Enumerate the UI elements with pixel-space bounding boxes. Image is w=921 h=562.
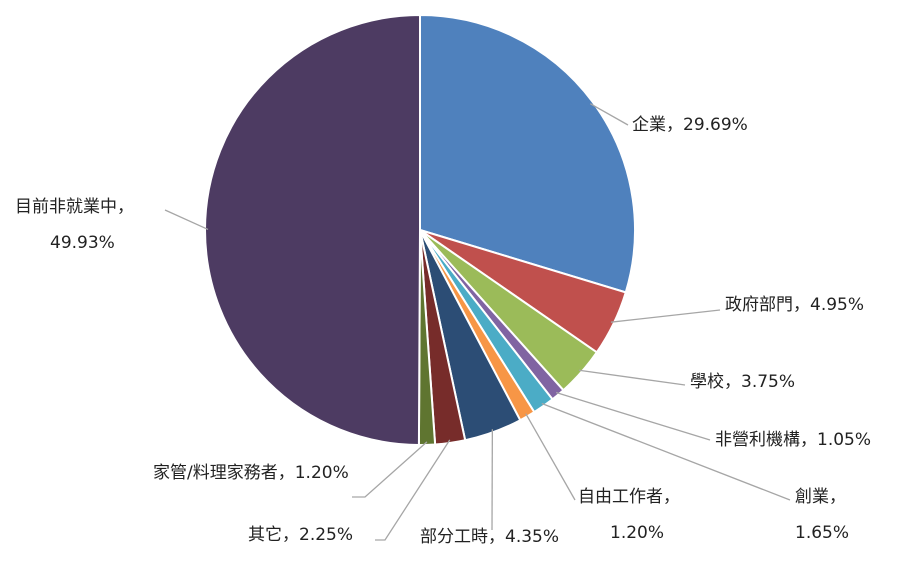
data-label: 家管/料理家務者，1.20% <box>153 463 349 483</box>
label-separator: ， <box>666 115 683 135</box>
category-name: 目前非就業中 <box>15 197 117 217</box>
label-separator: ， <box>793 295 810 315</box>
leader-line <box>526 414 575 500</box>
leader-line <box>352 442 427 497</box>
value-label: 3.75% <box>741 372 795 392</box>
category-name: 政府部門 <box>725 295 793 315</box>
category-name: 非營利機構 <box>715 430 800 450</box>
value-label: 1.05% <box>817 430 871 450</box>
leader-line <box>165 210 208 229</box>
value-label: 29.69% <box>683 115 748 135</box>
data-label: 目前非就業中，49.93% <box>15 197 134 253</box>
label-separator: ， <box>800 430 817 450</box>
label-separator: ， <box>282 525 299 545</box>
value-label: 4.95% <box>810 295 864 315</box>
value-label: 49.93% <box>50 233 115 253</box>
data-label: 其它，2.25% <box>248 525 353 545</box>
label-separator: ， <box>278 463 295 483</box>
data-label: 企業，29.69% <box>632 115 748 135</box>
value-label: 4.35% <box>505 527 559 547</box>
category-name: 創業 <box>795 487 829 507</box>
label-separator: ， <box>488 527 505 547</box>
data-label: 部分工時，4.35% <box>420 527 559 547</box>
leader-line <box>556 393 710 440</box>
label-separator: ， <box>724 372 741 392</box>
value-label: 2.25% <box>299 525 353 545</box>
leader-line <box>611 310 720 322</box>
category-name: 其它 <box>248 525 282 545</box>
value-label: 1.20% <box>610 523 664 543</box>
leader-line <box>579 370 685 385</box>
label-separator: ， <box>829 487 846 507</box>
data-label: 非營利機構，1.05% <box>715 430 871 450</box>
category-name: 企業 <box>632 115 666 135</box>
data-label: 創業， 1.65% <box>795 487 849 543</box>
data-label: 學校，3.75% <box>690 372 795 392</box>
value-label: 1.20% <box>295 463 349 483</box>
label-separator: ， <box>117 197 134 217</box>
category-name: 學校 <box>690 372 724 392</box>
category-name: 自由工作者 <box>578 487 663 507</box>
data-label: 政府部門，4.95% <box>725 295 864 315</box>
label-separator: ， <box>663 487 680 507</box>
data-label: 自由工作者， 1.20% <box>578 487 680 543</box>
value-label: 1.65% <box>795 523 849 543</box>
leader-line <box>542 404 790 500</box>
pie-slice <box>205 15 420 445</box>
category-name: 家管/料理家務者 <box>153 463 278 483</box>
category-name: 部分工時 <box>420 527 488 547</box>
